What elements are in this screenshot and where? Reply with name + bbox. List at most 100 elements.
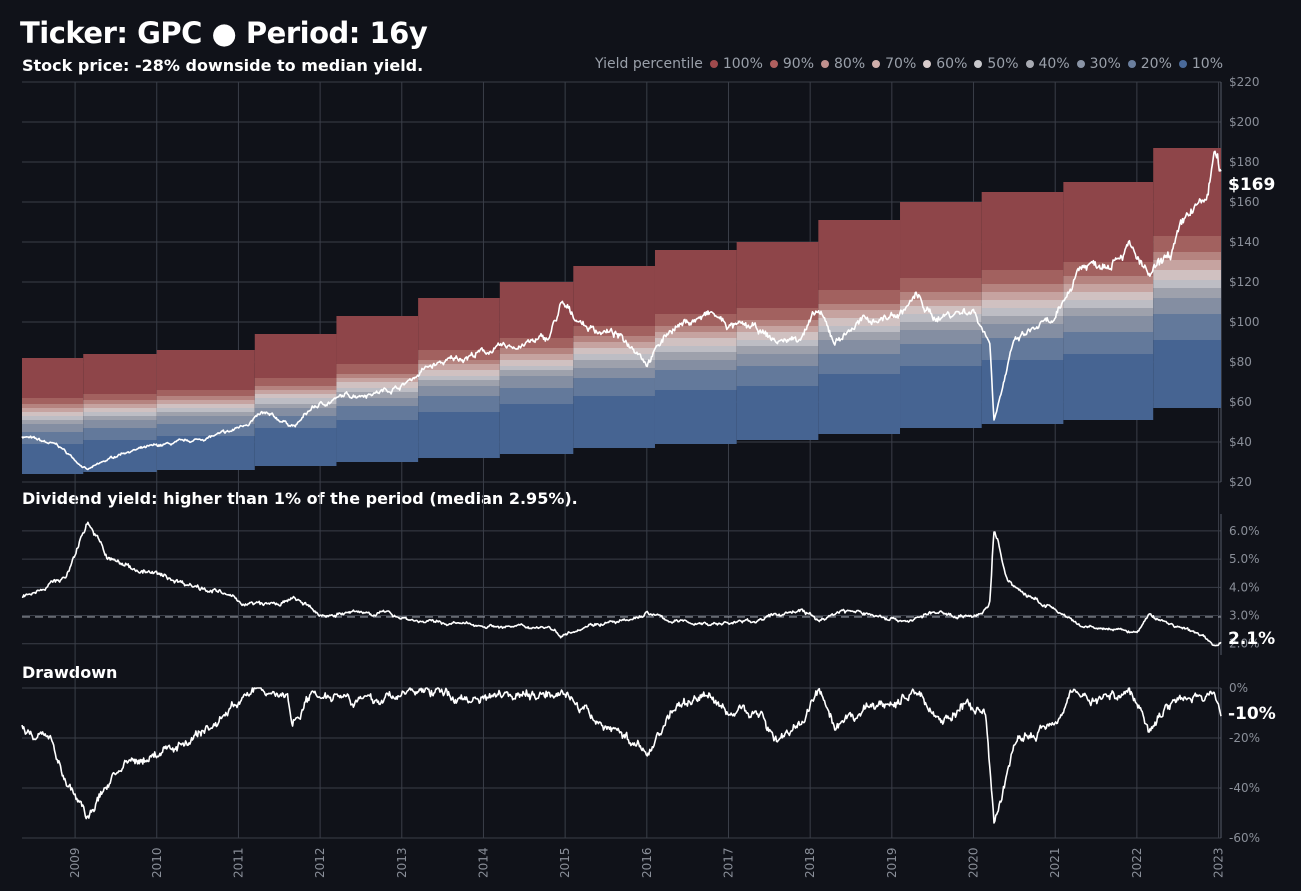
yield-series-line bbox=[21, 521, 1222, 647]
percentile-band-p60 bbox=[336, 382, 419, 388]
y-tick-label: $120 bbox=[1229, 275, 1260, 289]
percentile-band-p40 bbox=[336, 392, 419, 398]
x-tick-label: 2017 bbox=[721, 847, 735, 878]
legend-label: 10% bbox=[1191, 56, 1223, 72]
percentile-band-p20 bbox=[83, 428, 157, 440]
percentile-band-p60 bbox=[1153, 270, 1221, 280]
percentile-band-p40 bbox=[156, 412, 255, 416]
percentile-band-p100 bbox=[654, 250, 737, 314]
percentile-band-p80 bbox=[156, 396, 255, 400]
x-tick-label: 2021 bbox=[1048, 847, 1062, 878]
percentile-band-p80 bbox=[736, 320, 819, 326]
percentile-band-p80 bbox=[83, 400, 157, 404]
percentile-band-p30 bbox=[254, 408, 337, 416]
percentile-band-p80 bbox=[1063, 276, 1154, 284]
legend-label: 90% bbox=[782, 56, 814, 72]
y-tick-label: $220 bbox=[1229, 75, 1260, 89]
percentile-band-p70 bbox=[254, 390, 337, 394]
y-tick-label: 2.0% bbox=[1229, 637, 1260, 651]
percentile-band-p70 bbox=[156, 400, 255, 404]
percentile-band-p50 bbox=[418, 376, 500, 380]
percentile-band-p100 bbox=[156, 350, 255, 390]
percentile-band-p20 bbox=[22, 432, 84, 444]
percentile-band-p30 bbox=[336, 398, 419, 406]
percentile-band-p100 bbox=[83, 354, 157, 394]
percentile-band-p70 bbox=[573, 342, 655, 348]
percentile-band-p40 bbox=[573, 360, 655, 368]
legend-item-50pct: 50% bbox=[974, 56, 1019, 72]
percentile-band-p100 bbox=[254, 334, 337, 378]
y-tick-label: -40% bbox=[1229, 781, 1260, 795]
percentile-band-p80 bbox=[818, 304, 901, 310]
y-tick-label: $140 bbox=[1229, 235, 1260, 249]
percentile-band-p90 bbox=[981, 270, 1064, 284]
percentile-band-p70 bbox=[736, 326, 819, 332]
percentile-band-p30 bbox=[654, 360, 737, 370]
legend-item-70pct: 70% bbox=[872, 56, 916, 72]
percentile-band-p80 bbox=[336, 374, 419, 378]
percentile-band-p70 bbox=[900, 300, 982, 306]
percentile-band-p30 bbox=[83, 420, 157, 428]
legend-swatch bbox=[1025, 60, 1034, 68]
legend-label: 50% bbox=[987, 56, 1019, 72]
percentile-band-p70 bbox=[499, 354, 574, 360]
percentile-band-p10 bbox=[254, 428, 337, 466]
percentile-band-p60 bbox=[900, 306, 982, 314]
percentile-band-p10 bbox=[736, 386, 819, 440]
percentile-band-p90 bbox=[818, 290, 901, 304]
percentile-band-p20 bbox=[900, 344, 982, 366]
percentile-band-p20 bbox=[336, 406, 419, 420]
percentile-band-p90 bbox=[573, 326, 655, 336]
percentile-band-p50 bbox=[156, 408, 255, 412]
legend-swatch bbox=[709, 60, 718, 68]
percentile-band-p40 bbox=[499, 370, 574, 376]
percentile-band-p80 bbox=[22, 404, 84, 408]
y-tick-label: 6.0% bbox=[1229, 524, 1260, 538]
percentile-band-p90 bbox=[156, 390, 255, 396]
percentile-band-p100 bbox=[418, 298, 500, 350]
percentile-band-p100 bbox=[981, 192, 1064, 270]
percentile-band-p30 bbox=[1063, 316, 1154, 332]
percentile-band-p10 bbox=[156, 436, 255, 470]
y-tick-label: 0% bbox=[1229, 681, 1248, 695]
percentile-band-p30 bbox=[22, 424, 84, 432]
y-tick-label: $80 bbox=[1229, 355, 1252, 369]
percentile-band-p50 bbox=[818, 326, 901, 332]
percentile-band-p100 bbox=[1063, 182, 1154, 262]
drawdown-last-value: -10% bbox=[1228, 704, 1276, 724]
legend-item-10pct: 10% bbox=[1178, 56, 1223, 72]
percentile-band-p60 bbox=[1063, 292, 1154, 300]
percentile-band-p90 bbox=[418, 350, 500, 360]
legend-label: 80% bbox=[834, 56, 866, 72]
percentile-band-p10 bbox=[573, 396, 655, 448]
percentile-band-p70 bbox=[418, 364, 500, 370]
price-subtitle: Stock price: -28% downside to median yie… bbox=[22, 56, 424, 75]
yield-percentile-legend: Yield percentile 100% 90% 80% 70% 60% 50% 40% 3… bbox=[595, 56, 1223, 72]
percentile-band-p90 bbox=[900, 278, 982, 292]
x-tick-label: 2012 bbox=[313, 847, 327, 878]
x-tick-label: 2015 bbox=[558, 847, 572, 878]
percentile-band-p60 bbox=[736, 332, 819, 340]
percentile-band-p100 bbox=[900, 202, 982, 278]
percentile-band-p30 bbox=[573, 368, 655, 378]
percentile-band-p80 bbox=[1153, 252, 1221, 260]
percentile-band-p80 bbox=[981, 284, 1064, 292]
x-tick-label: 2011 bbox=[231, 847, 245, 878]
percentile-band-p30 bbox=[1153, 298, 1221, 314]
percentile-band-p40 bbox=[254, 404, 337, 408]
percentile-band-p50 bbox=[573, 354, 655, 360]
percentile-band-p50 bbox=[981, 308, 1064, 316]
percentile-band-p60 bbox=[573, 348, 655, 354]
yield-last-value: 2.1% bbox=[1228, 629, 1275, 649]
percentile-band-p40 bbox=[818, 332, 901, 340]
percentile-band-p10 bbox=[499, 404, 574, 454]
percentile-band-p80 bbox=[573, 336, 655, 342]
percentile-band-p70 bbox=[83, 404, 157, 408]
legend-item-30pct: 30% bbox=[1076, 56, 1121, 72]
percentile-band-p100 bbox=[736, 242, 819, 308]
percentile-band-p70 bbox=[336, 378, 419, 382]
percentile-band-p100 bbox=[22, 358, 84, 398]
x-tick-label: 2020 bbox=[967, 847, 981, 878]
percentile-band-p30 bbox=[900, 330, 982, 344]
percentile-band-p90 bbox=[336, 364, 419, 374]
